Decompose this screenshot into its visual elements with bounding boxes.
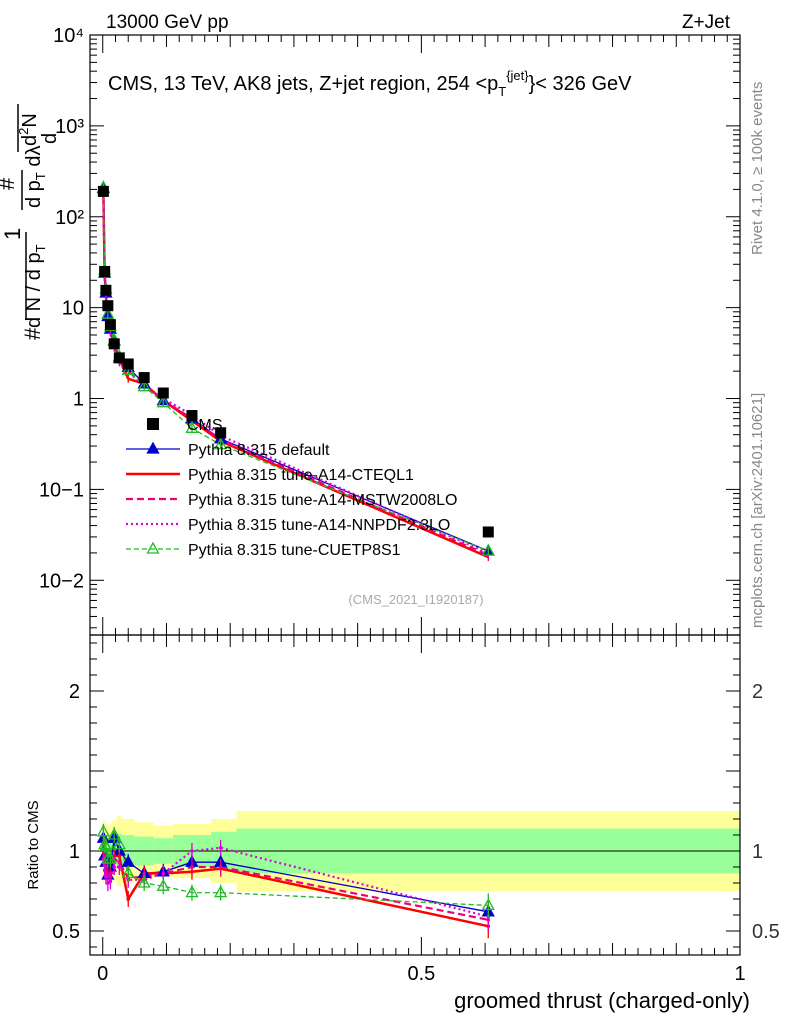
cms-data-point	[108, 338, 120, 350]
ratio-y-tick-label: 2	[69, 681, 80, 703]
ratio-point-cuetp8s1	[137, 875, 151, 888]
ratio-point	[104, 874, 108, 879]
cms-data-point	[97, 185, 109, 197]
main-y-tick-label: 10²	[55, 207, 84, 229]
ratio-point-cuetp8s1	[96, 824, 110, 837]
ratio-frame	[89, 634, 741, 956]
rivet-label: Rivet 4.1.0, ≥ 100k events	[749, 82, 766, 255]
main-point-cuetp8s1	[137, 379, 151, 392]
cms-data-point	[157, 387, 169, 399]
analysis-watermark: (CMS_2021_I1920187)	[348, 592, 483, 607]
main-y-tick-label: 10	[62, 298, 84, 320]
legend: CMS Pythia 8.315 default Pythia 8.315 tune…	[126, 417, 457, 559]
svg-text:#: #	[20, 327, 45, 340]
mcplots-label: mcplots.cern.ch [arXiv:2401.10621]	[749, 393, 766, 628]
svg-text:d pT dλ: d pT dλ	[23, 146, 48, 208]
main-point-cuetp8s1	[185, 420, 199, 433]
cms-data-point	[100, 284, 112, 296]
ratio-point	[190, 865, 194, 869]
main-y-label: # d N / d pT 1 d pT dλ # d2N d	[0, 104, 61, 340]
x-tick-label: 0.5	[407, 963, 435, 985]
cms-data-point	[122, 358, 134, 370]
header-left: 13000 GeV pp	[106, 12, 229, 33]
main-y-tick-label: 10−2	[39, 570, 84, 592]
main-y-tick-label: 10³	[55, 116, 84, 138]
ratio-point-cuetp8s1	[107, 827, 121, 840]
ratio-point	[218, 846, 223, 850]
ratio-y-tick-label-right: 1	[752, 841, 763, 863]
svg-text:d: d	[39, 133, 61, 144]
ratio-y-tick-label-right: 0.5	[752, 921, 780, 943]
main-point-cuetp8s1	[214, 437, 228, 450]
cms-data-point	[113, 352, 125, 364]
ratio-y-tick-label: 0.5	[52, 921, 80, 943]
ratio-point	[218, 865, 223, 869]
ratio-point-cuetp8s1	[481, 898, 495, 911]
legend-label: CMS	[187, 417, 223, 434]
ratio-point	[161, 871, 166, 876]
legend-marker-cms	[147, 418, 159, 430]
x-tick-label: 0	[97, 963, 108, 985]
legend-label: Pythia 8.315 tune-A14-MSTW2008LO	[188, 492, 457, 509]
ratio-bands	[90, 811, 740, 891]
legend-label: Pythia 8.315 tune-A14-CTEQL1	[188, 467, 414, 484]
ratio-point-cuetp8s1	[99, 838, 113, 851]
x-axis-label: groomed thrust (charged-only)	[454, 988, 750, 1013]
ratio-y-tick-label: 1	[69, 841, 80, 863]
ratio-point-cuetp8s1	[185, 885, 199, 898]
main-y-tick-label: 10−1	[39, 479, 84, 501]
cms-data-point	[138, 372, 150, 384]
x-tick-label: 1	[734, 963, 745, 985]
ratio-point	[117, 865, 122, 869]
svg-text:#: #	[0, 177, 19, 190]
ratio-point-cuetp8s1	[103, 851, 117, 864]
legend-label: Pythia 8.315 tune-A14-NNPDF2.3LO	[188, 517, 450, 534]
legend-label: Pythia 8.315 default	[188, 442, 330, 459]
main-point-cuetp8s1	[156, 395, 170, 408]
axis-ticks: 10−2 10−1 1 10 10² 10³ 10⁴ 0.5 0.5 1 1 2 2 0 0.5 1	[39, 25, 780, 985]
svg-text:d N / d pT: d N / d pT	[23, 244, 48, 328]
header-right: Z+Jet	[682, 12, 731, 33]
ratio-point-cuetp8s1	[214, 885, 228, 898]
ratio-point	[108, 879, 113, 884]
cms-data-point	[102, 300, 114, 312]
cms-data-point	[215, 427, 227, 439]
series-markers	[96, 180, 495, 939]
svg-text:d2N: d2N	[16, 113, 41, 146]
ratio-point-cuetp8s1	[112, 837, 126, 850]
cms-data-point	[186, 410, 198, 422]
main-title: CMS, 13 TeV, AK8 jets, Z+jet region, 254…	[108, 68, 632, 99]
ratio-y-tick-label-right: 2	[752, 681, 763, 703]
cms-data-point	[104, 319, 116, 331]
legend-marker-default	[146, 441, 160, 454]
main-point-cuetp8s1	[101, 306, 115, 319]
ratio-point	[126, 897, 131, 901]
ratio-point	[112, 865, 117, 869]
ratio-point-cuetp8s1	[156, 878, 170, 891]
ratio-point-cuetp8s1	[121, 866, 135, 879]
svg-text:1: 1	[0, 228, 25, 240]
cms-data-point	[482, 526, 494, 538]
legend-label: Pythia 8.315 tune-CUETP8S1	[188, 542, 401, 559]
ratio-point	[190, 849, 194, 853]
ratio-y-label: Ratio to CMS	[25, 800, 42, 889]
main-point-cuetp8s1	[481, 543, 495, 556]
main-y-tick-label: 10⁴	[53, 25, 84, 47]
cms-data-point	[99, 265, 111, 277]
legend-marker-cuetp8s1	[146, 541, 160, 554]
main-y-tick-label: 1	[73, 389, 84, 411]
